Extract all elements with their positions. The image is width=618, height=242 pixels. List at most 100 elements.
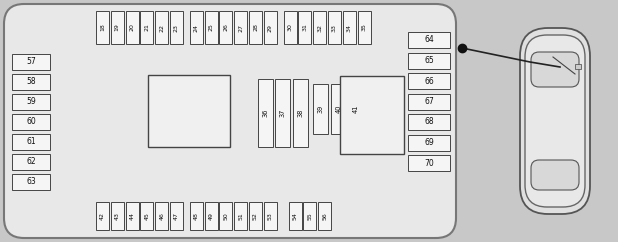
Text: 25: 25 — [209, 23, 214, 31]
Text: 26: 26 — [223, 23, 229, 31]
Bar — [408, 155, 450, 171]
Text: 41: 41 — [353, 105, 359, 113]
Bar — [170, 202, 183, 230]
Text: 22: 22 — [159, 23, 164, 31]
Text: 19: 19 — [115, 23, 120, 31]
Text: 68: 68 — [424, 118, 434, 127]
Bar — [313, 84, 329, 134]
Text: 45: 45 — [145, 212, 150, 220]
Text: 64: 64 — [424, 36, 434, 45]
Text: 38: 38 — [297, 109, 303, 117]
Bar — [125, 11, 138, 44]
Text: 23: 23 — [174, 23, 179, 31]
Bar — [258, 79, 273, 147]
Bar — [340, 76, 404, 154]
Bar — [264, 202, 277, 230]
Text: 67: 67 — [424, 97, 434, 106]
Bar — [12, 114, 50, 130]
Bar — [408, 93, 450, 109]
Bar — [343, 11, 356, 44]
Text: 29: 29 — [268, 23, 273, 31]
Text: 60: 60 — [26, 118, 36, 127]
Text: 53: 53 — [268, 212, 273, 220]
Text: 32: 32 — [317, 23, 322, 31]
Text: 42: 42 — [100, 212, 105, 220]
FancyBboxPatch shape — [525, 35, 585, 207]
Text: 20: 20 — [130, 23, 135, 31]
Text: 37: 37 — [280, 109, 286, 117]
FancyBboxPatch shape — [531, 52, 579, 87]
Text: 36: 36 — [263, 109, 268, 117]
Bar — [313, 11, 326, 44]
Text: 31: 31 — [302, 23, 307, 31]
Bar — [140, 202, 153, 230]
Text: 49: 49 — [209, 212, 214, 220]
Text: 44: 44 — [130, 212, 135, 220]
Text: 66: 66 — [424, 76, 434, 85]
Text: 46: 46 — [159, 212, 164, 220]
Text: 57: 57 — [26, 58, 36, 67]
Bar — [219, 202, 232, 230]
Text: 28: 28 — [253, 23, 258, 31]
Bar — [12, 174, 50, 190]
Bar — [293, 79, 308, 147]
Text: 61: 61 — [26, 137, 36, 146]
Bar — [331, 84, 346, 134]
Bar — [234, 11, 247, 44]
Bar — [358, 11, 371, 44]
Bar — [111, 202, 124, 230]
Bar — [318, 202, 331, 230]
Bar — [284, 11, 297, 44]
Bar — [12, 94, 50, 110]
Bar — [575, 64, 581, 69]
Bar — [249, 202, 262, 230]
Bar — [148, 75, 230, 147]
Text: 24: 24 — [194, 23, 199, 31]
Text: 35: 35 — [362, 23, 366, 31]
Bar — [190, 202, 203, 230]
Text: 43: 43 — [115, 212, 120, 220]
Bar — [111, 11, 124, 44]
Bar — [249, 11, 262, 44]
Bar — [96, 202, 109, 230]
Text: 65: 65 — [424, 56, 434, 65]
Text: 33: 33 — [332, 23, 337, 31]
Text: 51: 51 — [238, 212, 243, 220]
Text: 27: 27 — [238, 23, 243, 31]
Text: 39: 39 — [318, 105, 324, 113]
Bar — [205, 202, 218, 230]
Bar — [289, 202, 302, 230]
Bar — [264, 11, 277, 44]
Bar — [170, 11, 183, 44]
Bar — [205, 11, 218, 44]
Bar — [155, 202, 168, 230]
Text: 62: 62 — [26, 158, 36, 166]
Text: 18: 18 — [100, 24, 105, 31]
Text: 58: 58 — [26, 77, 36, 86]
Text: 55: 55 — [307, 212, 313, 220]
Text: 63: 63 — [26, 177, 36, 187]
Text: 40: 40 — [336, 105, 342, 113]
Bar — [328, 11, 341, 44]
Bar — [276, 79, 290, 147]
Text: 47: 47 — [174, 212, 179, 220]
Bar — [219, 11, 232, 44]
Bar — [125, 202, 138, 230]
Bar — [12, 54, 50, 70]
Bar — [96, 11, 109, 44]
Text: 56: 56 — [322, 212, 327, 220]
Bar — [12, 154, 50, 170]
Text: 69: 69 — [424, 138, 434, 147]
Text: 59: 59 — [26, 98, 36, 106]
Bar — [140, 11, 153, 44]
FancyBboxPatch shape — [4, 4, 456, 238]
Bar — [190, 11, 203, 44]
Text: 54: 54 — [292, 212, 298, 220]
Bar — [408, 73, 450, 89]
Bar — [303, 202, 316, 230]
Text: 70: 70 — [424, 159, 434, 167]
Text: 48: 48 — [194, 212, 199, 220]
Bar — [408, 114, 450, 130]
FancyBboxPatch shape — [520, 28, 590, 214]
Bar — [408, 32, 450, 48]
